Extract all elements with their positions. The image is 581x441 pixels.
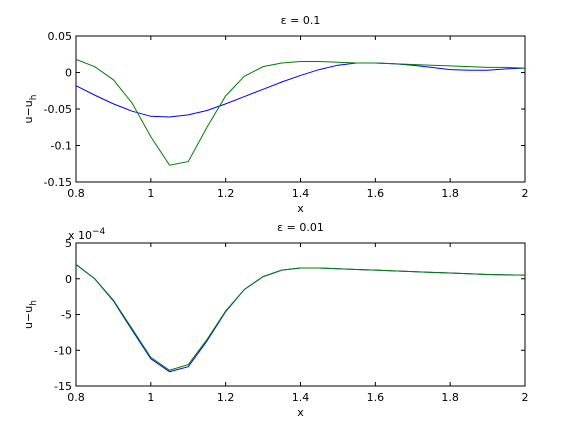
line-series <box>75 58 526 166</box>
x-tick-label: 1.4 <box>292 187 310 200</box>
y-axis-label-main: u−u <box>22 100 35 123</box>
x-tick-label: 1 <box>147 187 154 200</box>
y-tick-label: -5 <box>61 309 72 322</box>
line-series <box>75 62 526 118</box>
x-tick-label: 1.2 <box>217 187 235 200</box>
y-tick-label: -10 <box>54 344 72 357</box>
line-series <box>75 264 526 371</box>
y-tick-label: -15 <box>54 380 72 393</box>
x-tick-label: 0.8 <box>67 391 85 404</box>
y-axis-label-sub: h <box>29 95 39 101</box>
y-tick-label: 0 <box>65 273 72 286</box>
x-axis-label: x <box>297 202 304 215</box>
y-tick-label: -0.05 <box>44 103 72 116</box>
multiplier-base: x 10 <box>68 229 92 242</box>
x-tick-label: 1.4 <box>292 391 310 404</box>
y-tick-label: -0.1 <box>51 140 72 153</box>
x-axis-label: x <box>297 406 304 419</box>
y-axis-label-sub: h <box>29 300 39 306</box>
x-tick-label: 1 <box>147 391 154 404</box>
x-tick-label: 1.6 <box>367 391 385 404</box>
x-tick-label: 2 <box>522 391 529 404</box>
chart-title: ε = 0.1 <box>281 14 321 27</box>
axis-multiplier: x 10−4 <box>68 227 106 242</box>
x-tick-label: 1.8 <box>441 187 459 200</box>
x-tick-label: 1.6 <box>367 187 385 200</box>
x-tick-label: 1.2 <box>217 391 235 404</box>
y-tick-label: 0 <box>65 67 72 80</box>
y-axis-label: u−uh <box>22 300 39 329</box>
y-axis-label: u−uh <box>22 95 39 124</box>
x-tick-label: 0.8 <box>67 187 85 200</box>
x-tick-label: 2 <box>522 187 529 200</box>
chart-title: ε = 0.01 <box>277 221 324 234</box>
y-tick-label: 5 <box>65 237 72 250</box>
multiplier-exponent: −4 <box>92 227 106 237</box>
y-tick-label: 0.05 <box>48 30 73 43</box>
y-tick-label: -0.15 <box>44 176 72 189</box>
y-axis-label-main: u−u <box>22 306 35 329</box>
x-tick-label: 1.8 <box>441 391 459 404</box>
